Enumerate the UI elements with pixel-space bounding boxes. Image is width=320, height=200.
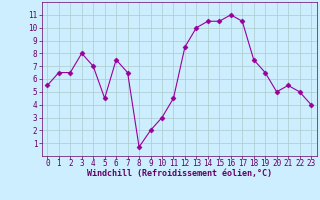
X-axis label: Windchill (Refroidissement éolien,°C): Windchill (Refroidissement éolien,°C) bbox=[87, 169, 272, 178]
